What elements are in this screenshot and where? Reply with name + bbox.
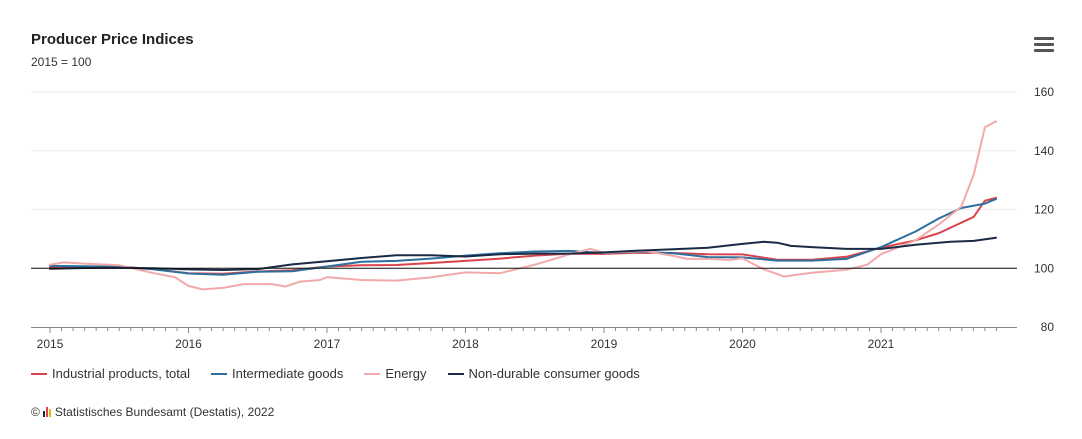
hamburger-menu-icon[interactable]	[1034, 37, 1054, 53]
x-tick-label-2021: 2021	[868, 337, 895, 351]
legend-label: Non-durable consumer goods	[468, 366, 640, 381]
y-tick-label-120: 120	[1034, 203, 1054, 217]
y-tick-label-80: 80	[1041, 320, 1055, 334]
legend-swatch	[364, 372, 381, 375]
credit-text: Statistisches Bundesamt (Destatis), 2022	[54, 405, 275, 419]
legend-label: Intermediate goods	[232, 366, 344, 381]
legend-swatch	[447, 372, 464, 375]
chart-subtitle: 2015 = 100	[31, 55, 92, 69]
legend-swatch	[211, 372, 228, 375]
legend-label: Energy	[385, 366, 427, 381]
series-line-energy	[49, 120, 997, 291]
x-tick-label-2020: 2020	[729, 337, 756, 351]
x-tick-label-2016: 2016	[175, 337, 202, 351]
series-line-non-durable-consumer-goods	[49, 236, 997, 271]
copyright-symbol: ©	[31, 405, 40, 419]
legend-swatch	[31, 372, 47, 375]
y-tick-label-100: 100	[1034, 261, 1054, 275]
x-tick-label-2019: 2019	[591, 337, 618, 351]
chart-legend: Industrial products, total Intermediate g…	[31, 366, 661, 381]
legend-item[interactable]: Industrial products, total	[31, 366, 190, 381]
y-tick-label-160: 160	[1034, 85, 1054, 99]
legend-item[interactable]: Intermediate goods	[211, 366, 343, 381]
series-line-intermediate-goods	[49, 197, 997, 276]
x-tick-label-2017: 2017	[314, 337, 341, 351]
destatis-logo-icon	[42, 407, 52, 417]
x-tick-label-2018: 2018	[452, 337, 479, 351]
source-credit: © Statistisches Bundesamt (Destatis), 20…	[31, 405, 274, 419]
legend-item[interactable]: Energy	[364, 366, 427, 381]
legend-label: Industrial products, total	[52, 366, 191, 381]
chart-title: Producer Price Indices	[31, 31, 194, 48]
legend-item[interactable]: Non-durable consumer goods	[447, 366, 640, 381]
x-tick-label-2015: 2015	[37, 337, 64, 351]
y-tick-label-140: 140	[1034, 144, 1054, 158]
